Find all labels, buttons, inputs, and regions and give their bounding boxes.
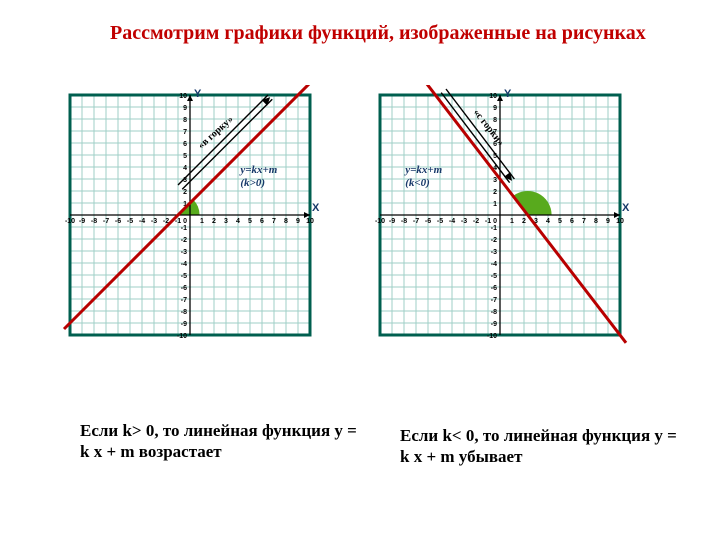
svg-text:-3: -3 [151, 218, 157, 225]
svg-text:-10: -10 [487, 333, 497, 340]
svg-text:-8: -8 [181, 309, 187, 316]
svg-text:-5: -5 [491, 273, 497, 280]
svg-text:-2: -2 [473, 218, 479, 225]
svg-text:5: 5 [248, 218, 252, 225]
svg-text:2: 2 [522, 218, 526, 225]
chart-left: -10-9-8-7-6-5-4-3-2-112345678910-10-9-8-… [60, 85, 330, 355]
svg-text:10: 10 [616, 218, 624, 225]
svg-text:2: 2 [212, 218, 216, 225]
svg-text:-1: -1 [181, 225, 187, 232]
chart-right-svg: -10-9-8-7-6-5-4-3-2-112345678910-10-9-8-… [370, 85, 630, 345]
svg-text:5: 5 [558, 218, 562, 225]
svg-text:8: 8 [284, 218, 288, 225]
svg-text:-7: -7 [181, 297, 187, 304]
svg-text:-7: -7 [491, 297, 497, 304]
svg-text:0: 0 [183, 218, 187, 225]
svg-text:8: 8 [493, 117, 497, 124]
svg-text:9: 9 [296, 218, 300, 225]
svg-text:10: 10 [306, 218, 314, 225]
svg-text:-7: -7 [103, 218, 109, 225]
svg-text:-4: -4 [139, 218, 145, 225]
svg-text:6: 6 [570, 218, 574, 225]
svg-text:-8: -8 [491, 309, 497, 316]
chart-right: -10-9-8-7-6-5-4-3-2-112345678910-10-9-8-… [370, 85, 640, 355]
svg-text:0: 0 [493, 218, 497, 225]
svg-text:9: 9 [493, 105, 497, 112]
svg-text:-8: -8 [91, 218, 97, 225]
svg-text:X: X [622, 202, 630, 214]
svg-text:-5: -5 [181, 273, 187, 280]
svg-text:-10: -10 [375, 218, 385, 225]
svg-text:9: 9 [606, 218, 610, 225]
svg-text:4: 4 [546, 218, 550, 225]
caption-left: Если k> 0, то линейная функция у = k x +… [80, 420, 360, 463]
svg-text:-2: -2 [181, 237, 187, 244]
chart-left-svg: -10-9-8-7-6-5-4-3-2-112345678910-10-9-8-… [60, 85, 320, 345]
svg-text:8: 8 [594, 218, 598, 225]
svg-text:-6: -6 [115, 218, 121, 225]
svg-text:-4: -4 [181, 261, 187, 268]
svg-text:-1: -1 [485, 218, 491, 225]
svg-text:7: 7 [582, 218, 586, 225]
svg-text:Y: Y [504, 88, 512, 100]
svg-text:4: 4 [236, 218, 240, 225]
svg-text:-4: -4 [449, 218, 455, 225]
svg-text:y=kx+m: y=kx+m [403, 164, 442, 176]
svg-text:-6: -6 [491, 285, 497, 292]
svg-text:Y: Y [194, 88, 202, 100]
svg-text:-8: -8 [401, 218, 407, 225]
svg-text:3: 3 [224, 218, 228, 225]
svg-text:1: 1 [510, 218, 514, 225]
svg-text:-4: -4 [491, 261, 497, 268]
svg-text:y=kx+m: y=kx+m [238, 164, 277, 176]
svg-text:-2: -2 [491, 237, 497, 244]
svg-text:-3: -3 [181, 249, 187, 256]
svg-text:6: 6 [183, 141, 187, 148]
svg-text:-6: -6 [181, 285, 187, 292]
svg-text:7: 7 [272, 218, 276, 225]
svg-text:10: 10 [179, 93, 187, 100]
svg-text:-5: -5 [127, 218, 133, 225]
svg-text:8: 8 [183, 117, 187, 124]
svg-text:-3: -3 [491, 249, 497, 256]
svg-text:-6: -6 [425, 218, 431, 225]
svg-text:-9: -9 [389, 218, 395, 225]
svg-text:(k>0): (k>0) [240, 177, 265, 189]
page-title: Рассмотрим графики функций, изображенные… [110, 22, 646, 45]
svg-text:7: 7 [183, 129, 187, 136]
svg-text:-9: -9 [491, 321, 497, 328]
svg-text:9: 9 [183, 105, 187, 112]
svg-text:2: 2 [493, 189, 497, 196]
svg-text:(k<0): (k<0) [405, 177, 430, 189]
svg-text:-9: -9 [181, 321, 187, 328]
svg-text:10: 10 [489, 93, 497, 100]
charts-row: -10-9-8-7-6-5-4-3-2-112345678910-10-9-8-… [60, 85, 640, 355]
svg-text:-10: -10 [65, 218, 75, 225]
svg-text:6: 6 [260, 218, 264, 225]
svg-text:X: X [312, 202, 320, 214]
svg-text:-5: -5 [437, 218, 443, 225]
svg-text:-7: -7 [413, 218, 419, 225]
svg-text:-10: -10 [177, 333, 187, 340]
svg-text:1: 1 [493, 201, 497, 208]
caption-right: Если k< 0, то линейная функция у = k x +… [400, 425, 680, 468]
svg-text:1: 1 [200, 218, 204, 225]
svg-text:-1: -1 [491, 225, 497, 232]
svg-text:5: 5 [183, 153, 187, 160]
svg-text:-3: -3 [461, 218, 467, 225]
svg-text:3: 3 [493, 177, 497, 184]
svg-text:-9: -9 [79, 218, 85, 225]
svg-text:4: 4 [183, 165, 187, 172]
svg-text:2: 2 [183, 189, 187, 196]
